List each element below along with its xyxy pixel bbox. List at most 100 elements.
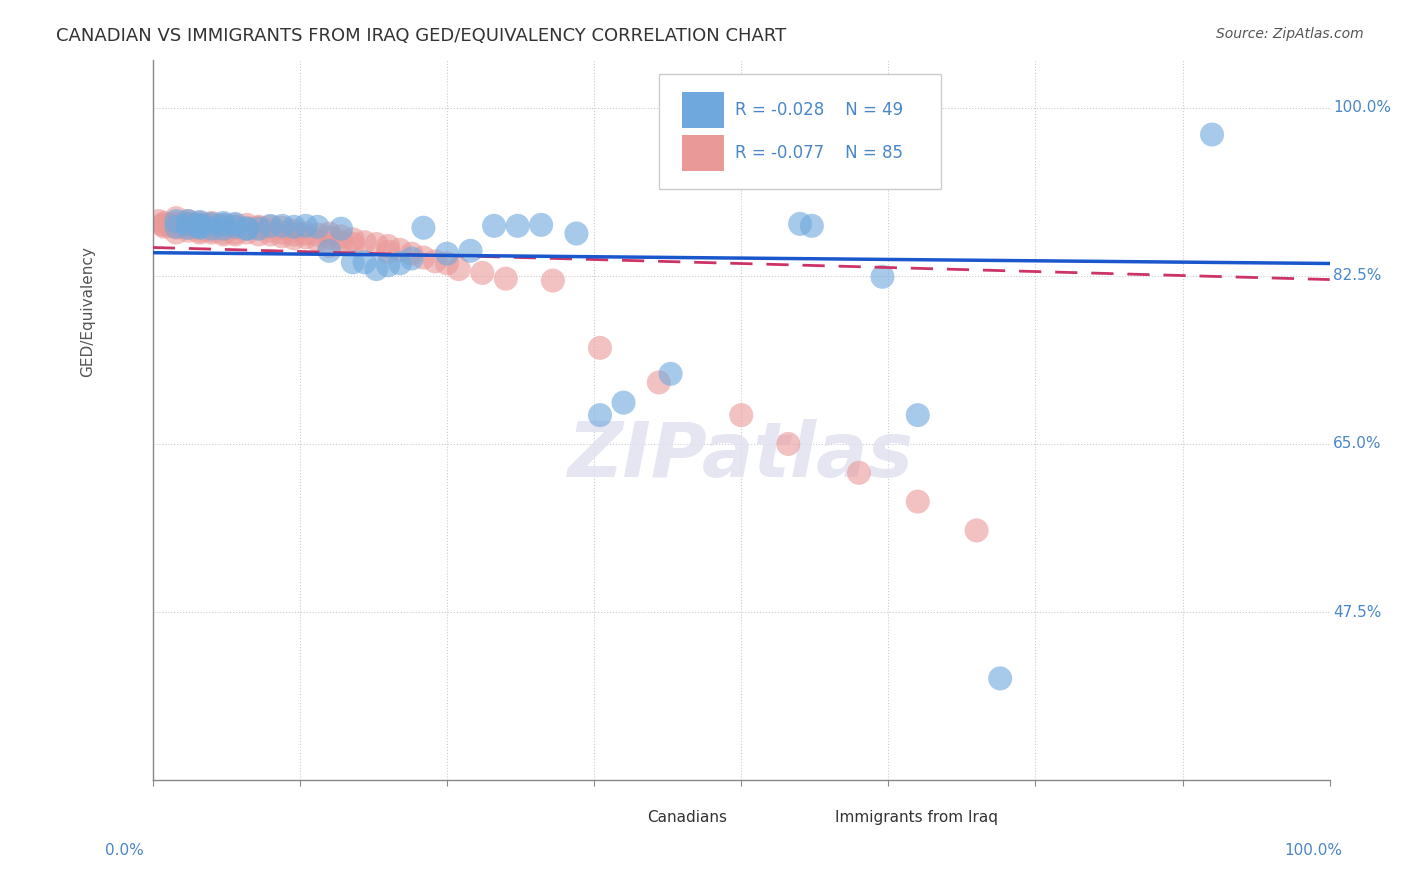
Point [283, 219, 305, 234]
Text: 82.5%: 82.5% [1333, 268, 1382, 284]
Point [212, 220, 235, 235]
Point [271, 220, 294, 235]
Point [177, 220, 200, 235]
Point [165, 211, 187, 226]
Point [907, 494, 929, 508]
Point [188, 220, 211, 235]
Point [283, 231, 305, 245]
Point [224, 227, 246, 242]
Point [212, 218, 235, 232]
Point [659, 367, 682, 381]
Point [271, 219, 294, 233]
Point [318, 244, 340, 258]
Point [212, 226, 235, 240]
Point [1201, 128, 1223, 142]
Point [188, 220, 211, 235]
Point [200, 226, 222, 240]
Point [200, 218, 222, 232]
Point [388, 243, 411, 257]
Point [212, 216, 235, 230]
Point [988, 672, 1011, 686]
Bar [682, 136, 724, 171]
Point [236, 220, 259, 235]
Point [172, 219, 194, 234]
Point [159, 219, 181, 233]
Point [188, 218, 211, 232]
Point [377, 258, 399, 272]
Point [530, 218, 553, 232]
Point [188, 219, 211, 233]
Point [200, 221, 222, 235]
Point [366, 237, 388, 252]
Point [330, 235, 353, 249]
Point [307, 233, 329, 247]
Point [294, 219, 316, 233]
Point [247, 221, 270, 235]
Text: R = -0.077    N = 85: R = -0.077 N = 85 [735, 145, 903, 162]
Point [224, 217, 246, 231]
Point [353, 235, 375, 249]
Point [353, 255, 375, 269]
Point [436, 256, 458, 270]
Text: 100.0%: 100.0% [1285, 843, 1343, 858]
Point [460, 244, 482, 258]
Text: R = -0.028    N = 49: R = -0.028 N = 49 [735, 101, 904, 119]
Point [177, 214, 200, 228]
Point [342, 232, 364, 246]
Point [318, 230, 340, 244]
Point [200, 219, 222, 234]
Text: Canadians: Canadians [647, 810, 727, 825]
Point [165, 220, 187, 235]
Point [165, 214, 187, 228]
Point [212, 219, 235, 234]
Point [165, 219, 187, 234]
Point [307, 219, 329, 234]
Point [188, 219, 211, 234]
Point [247, 220, 270, 235]
FancyBboxPatch shape [659, 74, 942, 189]
Point [200, 220, 222, 235]
Point [188, 218, 211, 232]
Point [541, 274, 564, 288]
Text: Immigrants from Iraq: Immigrants from Iraq [835, 810, 998, 825]
Point [247, 219, 270, 234]
Point [966, 524, 988, 538]
Point [224, 220, 246, 235]
Point [148, 214, 170, 228]
Point [236, 226, 259, 240]
Point [165, 226, 187, 240]
Point [366, 262, 388, 277]
Text: 47.5%: 47.5% [1333, 605, 1382, 620]
Point [848, 466, 870, 480]
Point [800, 219, 823, 233]
Point [401, 246, 423, 260]
Point [330, 221, 353, 235]
Point [271, 226, 294, 240]
Point [283, 227, 305, 242]
Point [589, 341, 612, 355]
Point [177, 217, 200, 231]
Point [589, 408, 612, 422]
Point [177, 220, 200, 235]
Point [224, 219, 246, 234]
Point [342, 255, 364, 269]
Point [425, 254, 447, 268]
Text: 100.0%: 100.0% [1333, 100, 1392, 115]
Text: ZIPatlas: ZIPatlas [568, 419, 914, 493]
Point [495, 271, 517, 285]
Point [165, 216, 187, 230]
Point [259, 224, 281, 238]
Point [177, 218, 200, 232]
Point [183, 219, 205, 234]
Bar [612, 805, 641, 830]
Point [200, 217, 222, 231]
Point [224, 226, 246, 240]
Text: 65.0%: 65.0% [1333, 436, 1382, 451]
Point [648, 376, 671, 390]
Point [447, 262, 470, 277]
Point [471, 266, 494, 280]
Point [224, 218, 246, 232]
Point [436, 246, 458, 260]
Point [259, 219, 281, 234]
Text: 0.0%: 0.0% [105, 843, 145, 858]
